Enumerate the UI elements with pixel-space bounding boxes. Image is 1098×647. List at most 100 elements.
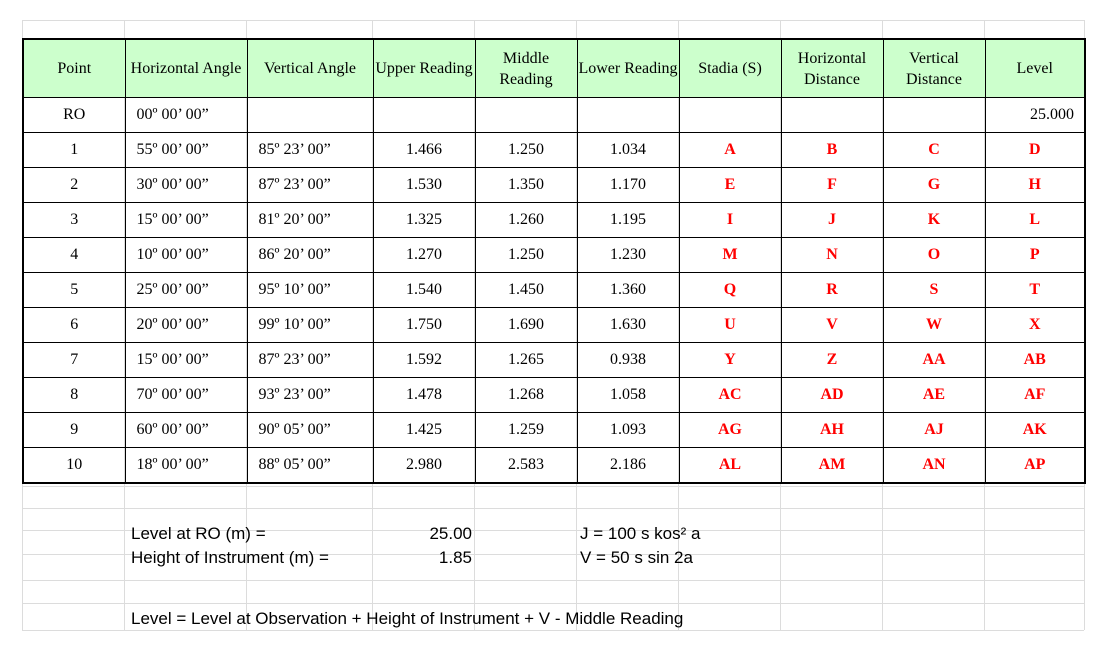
table-row: 7 15º 00’ 00” 87º 23’ 00” 1.592 1.265 0.938 Y Z… xyxy=(22,342,1086,378)
table-row: 4 10º 00’ 00” 86º 20’ 00” 1.270 1.250 1.230 M N… xyxy=(22,237,1086,273)
cell-point: 6 xyxy=(22,307,126,343)
table-body: RO 00º 00’ 00” 25.000 1 55º 00’ 00” 85º 23’ 0… xyxy=(22,97,1086,484)
cell-vertical-distance: G xyxy=(882,167,986,203)
level-at-ro-label: Level at RO (m) = xyxy=(131,524,266,543)
cell-upper-reading: 1.478 xyxy=(372,377,476,413)
cell-vertical-angle: 87º 23’ 00” xyxy=(246,342,374,378)
cell-lower-reading: 1.034 xyxy=(576,132,680,168)
cell-stadia: Y xyxy=(678,342,782,378)
cell-upper-reading: 1.425 xyxy=(372,412,476,448)
cell-vertical-angle xyxy=(246,97,374,133)
cell-horizontal-distance: J xyxy=(780,202,884,238)
cell-lower-reading: 1.093 xyxy=(576,412,680,448)
cell-stadia: M xyxy=(678,237,782,273)
header-horizontal-angle: Horizontal Angle xyxy=(124,38,248,98)
cell-stadia: A xyxy=(678,132,782,168)
cell-level: H xyxy=(984,167,1086,203)
table-row: 9 60º 00’ 00” 90º 05’ 00” 1.425 1.259 1.093 AG… xyxy=(22,412,1086,448)
cell-vertical-angle: 85º 23’ 00” xyxy=(246,132,374,168)
cell-lower-reading: 2.186 xyxy=(576,447,680,484)
cell-point: 7 xyxy=(22,342,126,378)
cell-point: 8 xyxy=(22,377,126,413)
cell-horizontal-distance: AM xyxy=(780,447,884,484)
cell-horizontal-distance: V xyxy=(780,307,884,343)
cell-middle-reading: 2.583 xyxy=(474,447,578,484)
cell-upper-reading: 2.980 xyxy=(372,447,476,484)
cell-lower-reading: 1.170 xyxy=(576,167,680,203)
cell-middle-reading xyxy=(474,97,578,133)
cell-horizontal-angle: 70º 00’ 00” xyxy=(124,377,248,413)
cell-stadia: AC xyxy=(678,377,782,413)
height-of-instrument-label: Height of Instrument (m) = xyxy=(131,548,329,567)
cell-upper-reading: 1.592 xyxy=(372,342,476,378)
cell-horizontal-angle: 15º 00’ 00” xyxy=(124,342,248,378)
cell-level: P xyxy=(984,237,1086,273)
cell-lower-reading: 1.230 xyxy=(576,237,680,273)
cell-point: RO xyxy=(22,97,126,133)
cell-point: 5 xyxy=(22,272,126,308)
cell-middle-reading: 1.350 xyxy=(474,167,578,203)
level-at-ro-value: 25.00 xyxy=(429,524,472,543)
cell-vertical-distance xyxy=(882,97,986,133)
cell-vertical-angle: 90º 05’ 00” xyxy=(246,412,374,448)
cell-horizontal-distance xyxy=(780,97,884,133)
cell-upper-reading: 1.466 xyxy=(372,132,476,168)
cell-horizontal-distance: R xyxy=(780,272,884,308)
cell-horizontal-angle: 10º 00’ 00” xyxy=(124,237,248,273)
cell-level: 25.000 xyxy=(984,97,1086,133)
height-of-instrument-value: 1.85 xyxy=(438,548,472,567)
cell-middle-reading: 1.259 xyxy=(474,412,578,448)
cell-vertical-angle: 93º 23’ 00” xyxy=(246,377,374,413)
cell-level: AB xyxy=(984,342,1086,378)
cell-lower-reading: 1.195 xyxy=(576,202,680,238)
cell-stadia: U xyxy=(678,307,782,343)
cell-stadia: AL xyxy=(678,447,782,484)
cell-vertical-distance: AJ xyxy=(882,412,986,448)
formula-level: Level = Level at Observation + Height of… xyxy=(131,609,684,628)
header-vertical-distance: Vertical Distance xyxy=(882,38,986,98)
cell-vertical-distance: O xyxy=(882,237,986,273)
cell-point: 9 xyxy=(22,412,126,448)
table-row: 1 55º 00’ 00” 85º 23’ 00” 1.466 1.250 1.034 A B… xyxy=(22,132,1086,168)
cell-stadia: E xyxy=(678,167,782,203)
header-lower-reading: Lower Reading xyxy=(576,38,680,98)
cell-point: 2 xyxy=(22,167,126,203)
cell-middle-reading: 1.250 xyxy=(474,237,578,273)
cell-lower-reading xyxy=(576,97,680,133)
cell-vertical-distance: W xyxy=(882,307,986,343)
cell-point: 1 xyxy=(22,132,126,168)
cell-level: T xyxy=(984,272,1086,308)
header-middle-reading: Middle Reading xyxy=(474,38,578,98)
cell-horizontal-distance: AH xyxy=(780,412,884,448)
cell-horizontal-distance: N xyxy=(780,237,884,273)
cell-level: AP xyxy=(984,447,1086,484)
table-row: RO 00º 00’ 00” 25.000 xyxy=(22,97,1086,133)
cell-vertical-angle: 88º 05’ 00” xyxy=(246,447,374,484)
header-vertical-angle: Vertical Angle xyxy=(246,38,374,98)
header-point: Point xyxy=(22,38,126,98)
cell-lower-reading: 1.630 xyxy=(576,307,680,343)
cell-upper-reading: 1.540 xyxy=(372,272,476,308)
cell-level: X xyxy=(984,307,1086,343)
cell-horizontal-angle: 20º 00’ 00” xyxy=(124,307,248,343)
cell-vertical-distance: K xyxy=(882,202,986,238)
cell-point: 10 xyxy=(22,447,126,484)
table-row: 10 18º 00’ 00” 88º 05’ 00” 2.980 2.583 2.186 A… xyxy=(22,447,1086,484)
cell-stadia: AG xyxy=(678,412,782,448)
header-row: Point Horizontal Angle Vertical Angle Up… xyxy=(22,38,1086,98)
cell-horizontal-angle: 18º 00’ 00” xyxy=(124,447,248,484)
cell-vertical-distance: S xyxy=(882,272,986,308)
header-upper-reading: Upper Reading xyxy=(372,38,476,98)
cell-middle-reading: 1.260 xyxy=(474,202,578,238)
cell-level: D xyxy=(984,132,1086,168)
table-row: 2 30º 00’ 00” 87º 23’ 00” 1.530 1.350 1.170 E F… xyxy=(22,167,1086,203)
formula-j: J = 100 s kos² a xyxy=(580,524,701,543)
cell-middle-reading: 1.265 xyxy=(474,342,578,378)
cell-vertical-angle: 87º 23’ 00” xyxy=(246,167,374,203)
cell-stadia: Q xyxy=(678,272,782,308)
cell-middle-reading: 1.450 xyxy=(474,272,578,308)
cell-horizontal-angle: 00º 00’ 00” xyxy=(124,97,248,133)
cell-horizontal-angle: 60º 00’ 00” xyxy=(124,412,248,448)
cell-upper-reading: 1.530 xyxy=(372,167,476,203)
